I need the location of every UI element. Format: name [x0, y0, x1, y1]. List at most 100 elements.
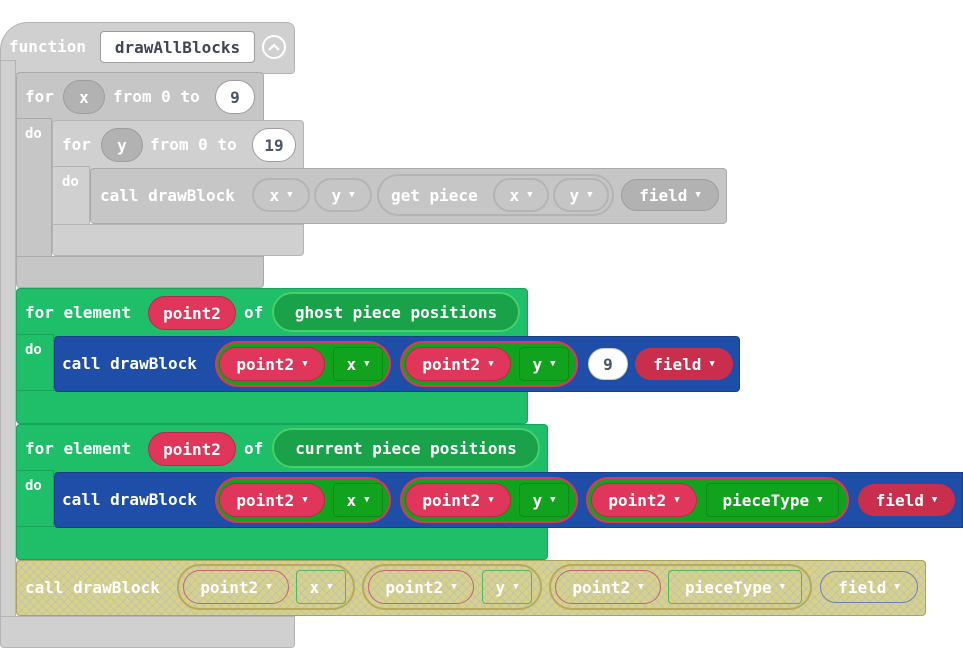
- chevron-down-icon: ▼: [488, 495, 494, 505]
- current-do-label: do: [25, 478, 42, 494]
- hatched-arg1[interactable]: [177, 564, 355, 610]
- function-body-spine: [0, 60, 16, 622]
- for-y-do-label: do: [62, 174, 79, 190]
- hatched-arg1-property-label: x: [309, 577, 320, 597]
- ghost-piece-positions[interactable]: ghost piece positions: [272, 292, 520, 332]
- ghost-arg2-property[interactable]: y ▼: [519, 347, 569, 381]
- current-arg2-object[interactable]: point2 ▼: [405, 483, 511, 517]
- loop-variable-y[interactable]: y: [101, 128, 143, 162]
- current-loop-variable[interactable]: point2: [148, 432, 236, 466]
- ghost-arg2-object[interactable]: point2 ▼: [405, 347, 511, 381]
- function-block-footer: [0, 616, 295, 648]
- chevron-down-icon: ▼: [327, 582, 333, 592]
- ghost-arg3-number[interactable]: 9: [588, 348, 628, 380]
- current-call-label: call drawBlock: [62, 490, 197, 509]
- chevron-down-icon: ▼: [894, 582, 900, 592]
- get-piece-arg-y[interactable]: y ▼: [553, 178, 609, 212]
- chevron-down-icon: ▼: [638, 582, 644, 592]
- for-x-end-value[interactable]: 9: [215, 80, 255, 114]
- for-y-loop-spine: [52, 166, 90, 228]
- chevron-down-icon: ▼: [779, 582, 786, 592]
- get-piece-block[interactable]: get piece: [377, 174, 614, 216]
- grey-call-label: call drawBlock: [100, 186, 235, 205]
- ghost-arg1-object[interactable]: point2 ▼: [219, 347, 325, 381]
- chevron-down-icon: ▼: [451, 582, 457, 592]
- get-piece-arg-y-label: y: [569, 185, 580, 205]
- current-arg3-object[interactable]: point2 ▼: [591, 483, 697, 517]
- function-name-field[interactable]: drawAllBlocks: [100, 31, 255, 63]
- current-of-label: of: [244, 439, 264, 458]
- hatched-arg3-object[interactable]: point2 ▼: [555, 570, 661, 604]
- chevron-down-icon: ▼: [550, 359, 556, 369]
- chevron-down-icon: ▼: [674, 495, 680, 505]
- hatched-arg2-object-label: point2: [385, 577, 444, 597]
- chevron-down-icon: ▼: [364, 359, 370, 369]
- current-loop-spine: [16, 470, 54, 534]
- ghost-loop-variable[interactable]: point2: [148, 296, 236, 330]
- current-arg4-field-label: field: [875, 490, 924, 510]
- for-y-end-value[interactable]: 19: [252, 128, 296, 162]
- for-x-range-label: from 0 to: [113, 87, 200, 106]
- hatched-arg1-object-label: point2: [200, 577, 259, 597]
- hatched-arg1-object[interactable]: point2 ▼: [183, 570, 289, 604]
- current-arg4-field[interactable]: field ▼: [858, 484, 955, 516]
- for-x-do-label: do: [25, 126, 42, 142]
- chevron-down-icon: ▼: [817, 495, 823, 505]
- grey-arg-y-label: y: [331, 185, 342, 205]
- current-piece-positions[interactable]: current piece positions: [272, 428, 540, 468]
- current-arg1-object-label: point2: [236, 490, 295, 510]
- ghost-arg4-field[interactable]: field ▼: [635, 348, 733, 380]
- chevron-down-icon: ▼: [302, 495, 308, 505]
- current-arg2-property[interactable]: y ▼: [519, 483, 569, 517]
- current-loop-footer: [16, 526, 548, 560]
- ghost-loop-footer: [16, 390, 528, 424]
- chevron-down-icon: ▼: [527, 190, 533, 200]
- current-arg3-property[interactable]: pieceType ▼: [706, 483, 839, 517]
- hatched-call-label: call drawBlock: [25, 578, 160, 597]
- ghost-arg1-property[interactable]: x ▼: [333, 347, 383, 381]
- ghost-call-label: call drawBlock: [62, 354, 197, 373]
- current-arg1-object[interactable]: point2 ▼: [219, 483, 325, 517]
- ghost-arg1-property-label: x: [346, 354, 357, 374]
- hatched-arg2-property-label: y: [495, 577, 506, 597]
- current-arg1-property[interactable]: x ▼: [333, 483, 383, 517]
- hatched-arg2[interactable]: [362, 564, 542, 610]
- hatched-arg4-field[interactable]: field ▼: [820, 571, 918, 603]
- chevron-down-icon: ▼: [587, 190, 593, 200]
- hatched-arg3[interactable]: [549, 564, 812, 610]
- ghost-arg4-field-label: field: [653, 354, 702, 374]
- chevron-down-icon: ▼: [488, 359, 494, 369]
- current-arg1-property-label: x: [346, 490, 357, 510]
- current-arg2-object-label: point2: [422, 490, 481, 510]
- grey-arg-y[interactable]: y ▼: [314, 178, 372, 212]
- for-y-loop-footer: [52, 224, 304, 256]
- ghost-arg1-object-label: point2: [236, 354, 295, 374]
- function-keyword: function: [9, 37, 87, 56]
- ghost-of-label: of: [244, 303, 264, 322]
- chevron-up-circle-icon[interactable]: [262, 35, 286, 59]
- hatched-arg2-object[interactable]: point2 ▼: [368, 570, 474, 604]
- hatched-arg2-property[interactable]: y ▼: [482, 570, 532, 604]
- ghost-loop-spine: [16, 334, 54, 398]
- loop-variable-x[interactable]: x: [63, 80, 105, 114]
- chevron-down-icon: ▼: [349, 190, 355, 200]
- chevron-down-icon: ▼: [302, 359, 308, 369]
- get-piece-label: get piece: [391, 185, 478, 205]
- hatched-arg1-property[interactable]: x ▼: [296, 570, 346, 604]
- for-x-loop-footer: [16, 256, 264, 288]
- current-arg3-property-label: pieceType: [722, 490, 810, 510]
- hatched-arg3-property-label: pieceType: [684, 577, 772, 597]
- chevron-down-icon: ▼: [709, 359, 715, 369]
- current-arg3-object-label: point2: [608, 490, 667, 510]
- grey-arg-field[interactable]: field ▼: [621, 179, 719, 211]
- current-for-element-label: for element: [25, 439, 131, 458]
- grey-arg-field-label: field: [639, 185, 688, 205]
- chevron-down-icon: ▼: [513, 582, 519, 592]
- grey-arg-x[interactable]: x ▼: [252, 178, 310, 212]
- hatched-arg3-property[interactable]: pieceType ▼: [668, 570, 802, 604]
- for-x-keyword: for: [25, 87, 54, 106]
- chevron-down-icon: ▼: [695, 190, 701, 200]
- ghost-arg2-object-label: point2: [422, 354, 481, 374]
- get-piece-arg-x[interactable]: x ▼: [493, 178, 549, 212]
- grey-arg-x-label: x: [269, 185, 280, 205]
